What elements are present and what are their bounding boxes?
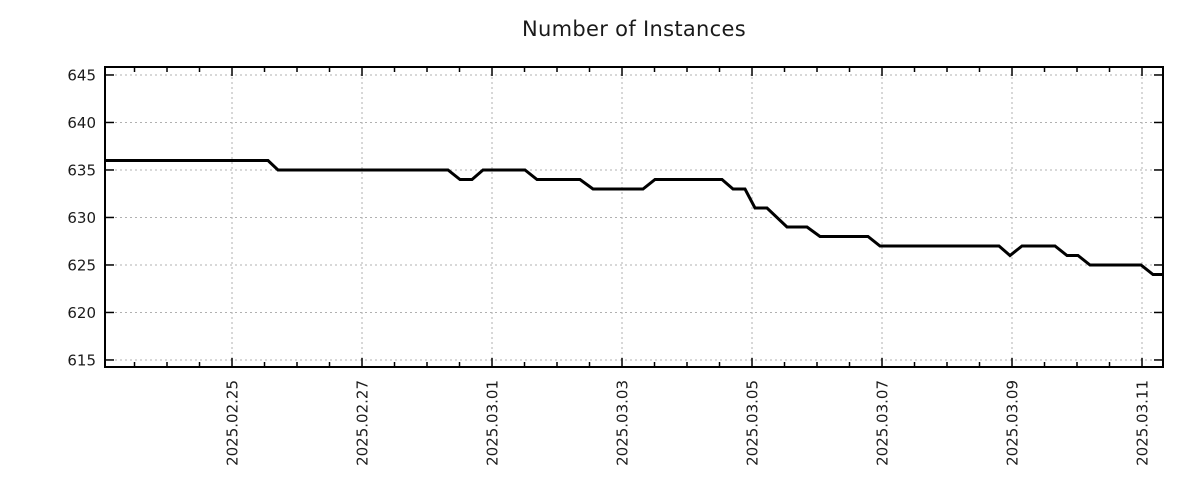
y-axis-label: 645	[67, 66, 96, 84]
x-axis-label: 2025.02.25	[224, 380, 242, 466]
y-axis-label: 640	[67, 114, 96, 132]
x-axis-label: 2025.03.09	[1004, 380, 1022, 466]
x-axis-label: 2025.03.01	[484, 380, 502, 466]
x-axis-label: 2025.03.05	[744, 380, 762, 466]
series-line-instances	[105, 159, 1163, 276]
plot-border	[104, 66, 1164, 368]
y-axis-label: 625	[67, 256, 96, 274]
x-axis-label: 2025.03.07	[874, 380, 892, 466]
y-axis-label: 620	[67, 304, 96, 322]
x-axis-label: 2025.02.27	[354, 380, 372, 466]
x-axis-label: 2025.03.03	[614, 380, 632, 466]
y-axis-label: 635	[67, 161, 96, 179]
chart-title: Number of Instances	[522, 17, 746, 41]
y-axis-label: 615	[67, 351, 96, 369]
y-axis-label: 630	[67, 209, 96, 227]
x-axis-label: 2025.03.11	[1134, 380, 1152, 466]
